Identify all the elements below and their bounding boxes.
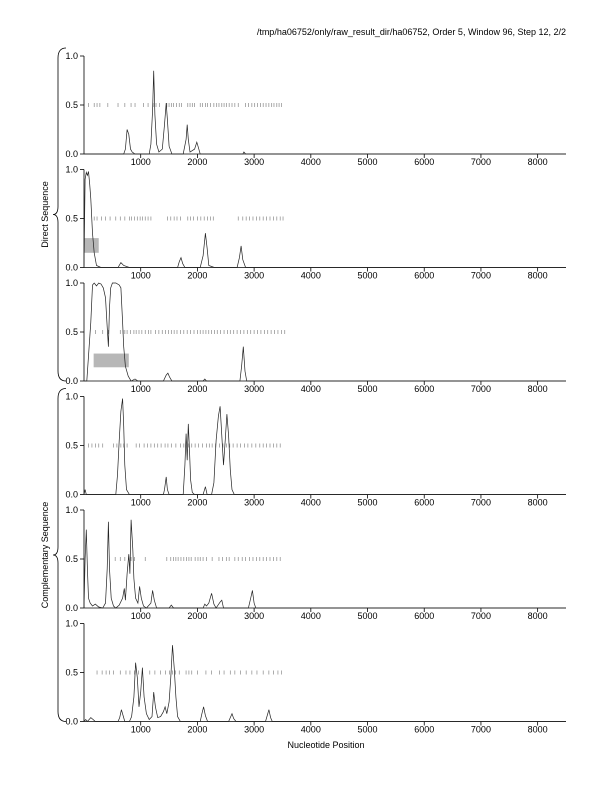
y-tick-label: 1.0	[65, 51, 78, 61]
x-tick-label: 8000	[528, 384, 548, 394]
x-tick-label: 3000	[244, 725, 264, 735]
data-line	[84, 282, 566, 382]
y-tick-label: 1.0	[65, 619, 78, 629]
x-tick-label: 1000	[131, 498, 151, 508]
x-tick-label: 3000	[244, 157, 264, 167]
y-tick-label: 1.0	[65, 505, 78, 515]
x-tick-label: 2000	[187, 384, 207, 394]
x-tick-label: 1000	[131, 384, 151, 394]
data-line	[83, 519, 566, 609]
x-tick-label: 8000	[528, 611, 548, 621]
y-tick-label: 0.0	[65, 149, 78, 159]
x-tick-label: 5000	[358, 725, 378, 735]
y-tick-label: 0.5	[65, 554, 78, 564]
x-tick-label: 1000	[131, 611, 151, 621]
x-tick-label: 6000	[414, 498, 434, 508]
data-line	[84, 70, 566, 155]
x-tick-label: 4000	[301, 725, 321, 735]
x-tick-label: 4000	[301, 271, 321, 281]
shaded-region	[84, 238, 99, 253]
x-tick-label: 2000	[187, 725, 207, 735]
x-tick-label: 6000	[414, 157, 434, 167]
panel-direct-frame-3: 0.0 0.5 1.0 1000 2000 3000 4000 5000 6000 7000 800…	[65, 278, 566, 394]
y-tick-label: 1.0	[65, 392, 78, 402]
x-tick-label: 5000	[358, 498, 378, 508]
x-tick-label: 1000	[131, 157, 151, 167]
group-label: Complementary Sequence	[40, 502, 50, 609]
panel-complementary-frame-3: 0.0 0.5 1.0 1000 2000 3000 4000 5000 6000 7000 800…	[65, 619, 566, 735]
x-tick-label: 1000	[131, 725, 151, 735]
x-tick-label: 4000	[301, 157, 321, 167]
x-tick-label: 6000	[414, 725, 434, 735]
group-brackets: Direct Sequence Complementary Sequence	[40, 47, 67, 722]
group-bracket	[52, 47, 67, 382]
y-tick-label: 0.5	[65, 327, 78, 337]
x-tick-label: 1000	[131, 271, 151, 281]
group-bracket	[52, 388, 67, 722]
y-tick-label: 0.5	[65, 214, 78, 224]
x-tick-label: 5000	[358, 271, 378, 281]
data-line	[83, 645, 566, 723]
panel-direct-frame-2: 0.0 0.5 1.0 1000 2000 3000 4000 5000 6000 7000 800…	[65, 165, 566, 281]
x-tick-label: 7000	[471, 271, 491, 281]
x-tick-label: 8000	[528, 157, 548, 167]
x-tick-label: 7000	[471, 498, 491, 508]
x-tick-label: 7000	[471, 384, 491, 394]
y-tick-label: 0.5	[65, 668, 78, 678]
group-label: Direct Sequence	[40, 181, 50, 248]
x-tick-label: 4000	[301, 384, 321, 394]
data-line	[83, 171, 566, 268]
x-tick-label: 5000	[358, 157, 378, 167]
panel-complementary-frame-1: 0.0 0.5 1.0 1000 2000 3000 4000 5000 6000 7000 800…	[65, 392, 566, 508]
x-tick-label: 4000	[301, 498, 321, 508]
panels-layer: 0.0 0.5 1.0 1000 2000 3000 4000 5000 6000 7000 800…	[65, 51, 566, 735]
x-tick-label: 3000	[244, 611, 264, 621]
y-tick-label: 0.0	[65, 603, 78, 613]
x-tick-label: 7000	[471, 725, 491, 735]
x-tick-label: 6000	[414, 611, 434, 621]
x-tick-label: 2000	[187, 498, 207, 508]
x-tick-label: 7000	[471, 611, 491, 621]
chart-title: /tmp/ha06752/only/raw_result_dir/ha06752…	[257, 27, 566, 37]
shaded-region	[93, 353, 129, 368]
x-tick-label: 3000	[244, 271, 264, 281]
x-tick-label: 2000	[187, 611, 207, 621]
y-tick-label: 0.5	[65, 441, 78, 451]
data-line	[83, 398, 566, 495]
x-tick-label: 8000	[528, 271, 548, 281]
x-tick-label: 3000	[244, 384, 264, 394]
panel-complementary-frame-2: 0.0 0.5 1.0 1000 2000 3000 4000 5000 6000 7000 800…	[65, 505, 566, 621]
y-tick-label: 0.0	[65, 717, 78, 727]
panel-direct-frame-1: 0.0 0.5 1.0 1000 2000 3000 4000 5000 6000 7000 800…	[65, 51, 566, 167]
y-tick-label: 0.0	[65, 376, 78, 386]
x-tick-label: 4000	[301, 611, 321, 621]
x-tick-label: 8000	[528, 498, 548, 508]
y-tick-label: 0.0	[65, 263, 78, 273]
x-axis-title: Nucleotide Position	[287, 740, 364, 750]
x-tick-label: 5000	[358, 384, 378, 394]
x-tick-label: 8000	[528, 725, 548, 735]
y-tick-label: 1.0	[65, 165, 78, 175]
x-tick-label: 6000	[414, 271, 434, 281]
y-tick-label: 0.0	[65, 490, 78, 500]
x-tick-label: 6000	[414, 384, 434, 394]
x-tick-label: 2000	[187, 271, 207, 281]
x-tick-label: 3000	[244, 498, 264, 508]
y-tick-label: 0.5	[65, 100, 78, 110]
x-tick-label: 2000	[187, 157, 207, 167]
x-tick-label: 7000	[471, 157, 491, 167]
x-tick-label: 5000	[358, 611, 378, 621]
y-tick-label: 1.0	[65, 278, 78, 288]
